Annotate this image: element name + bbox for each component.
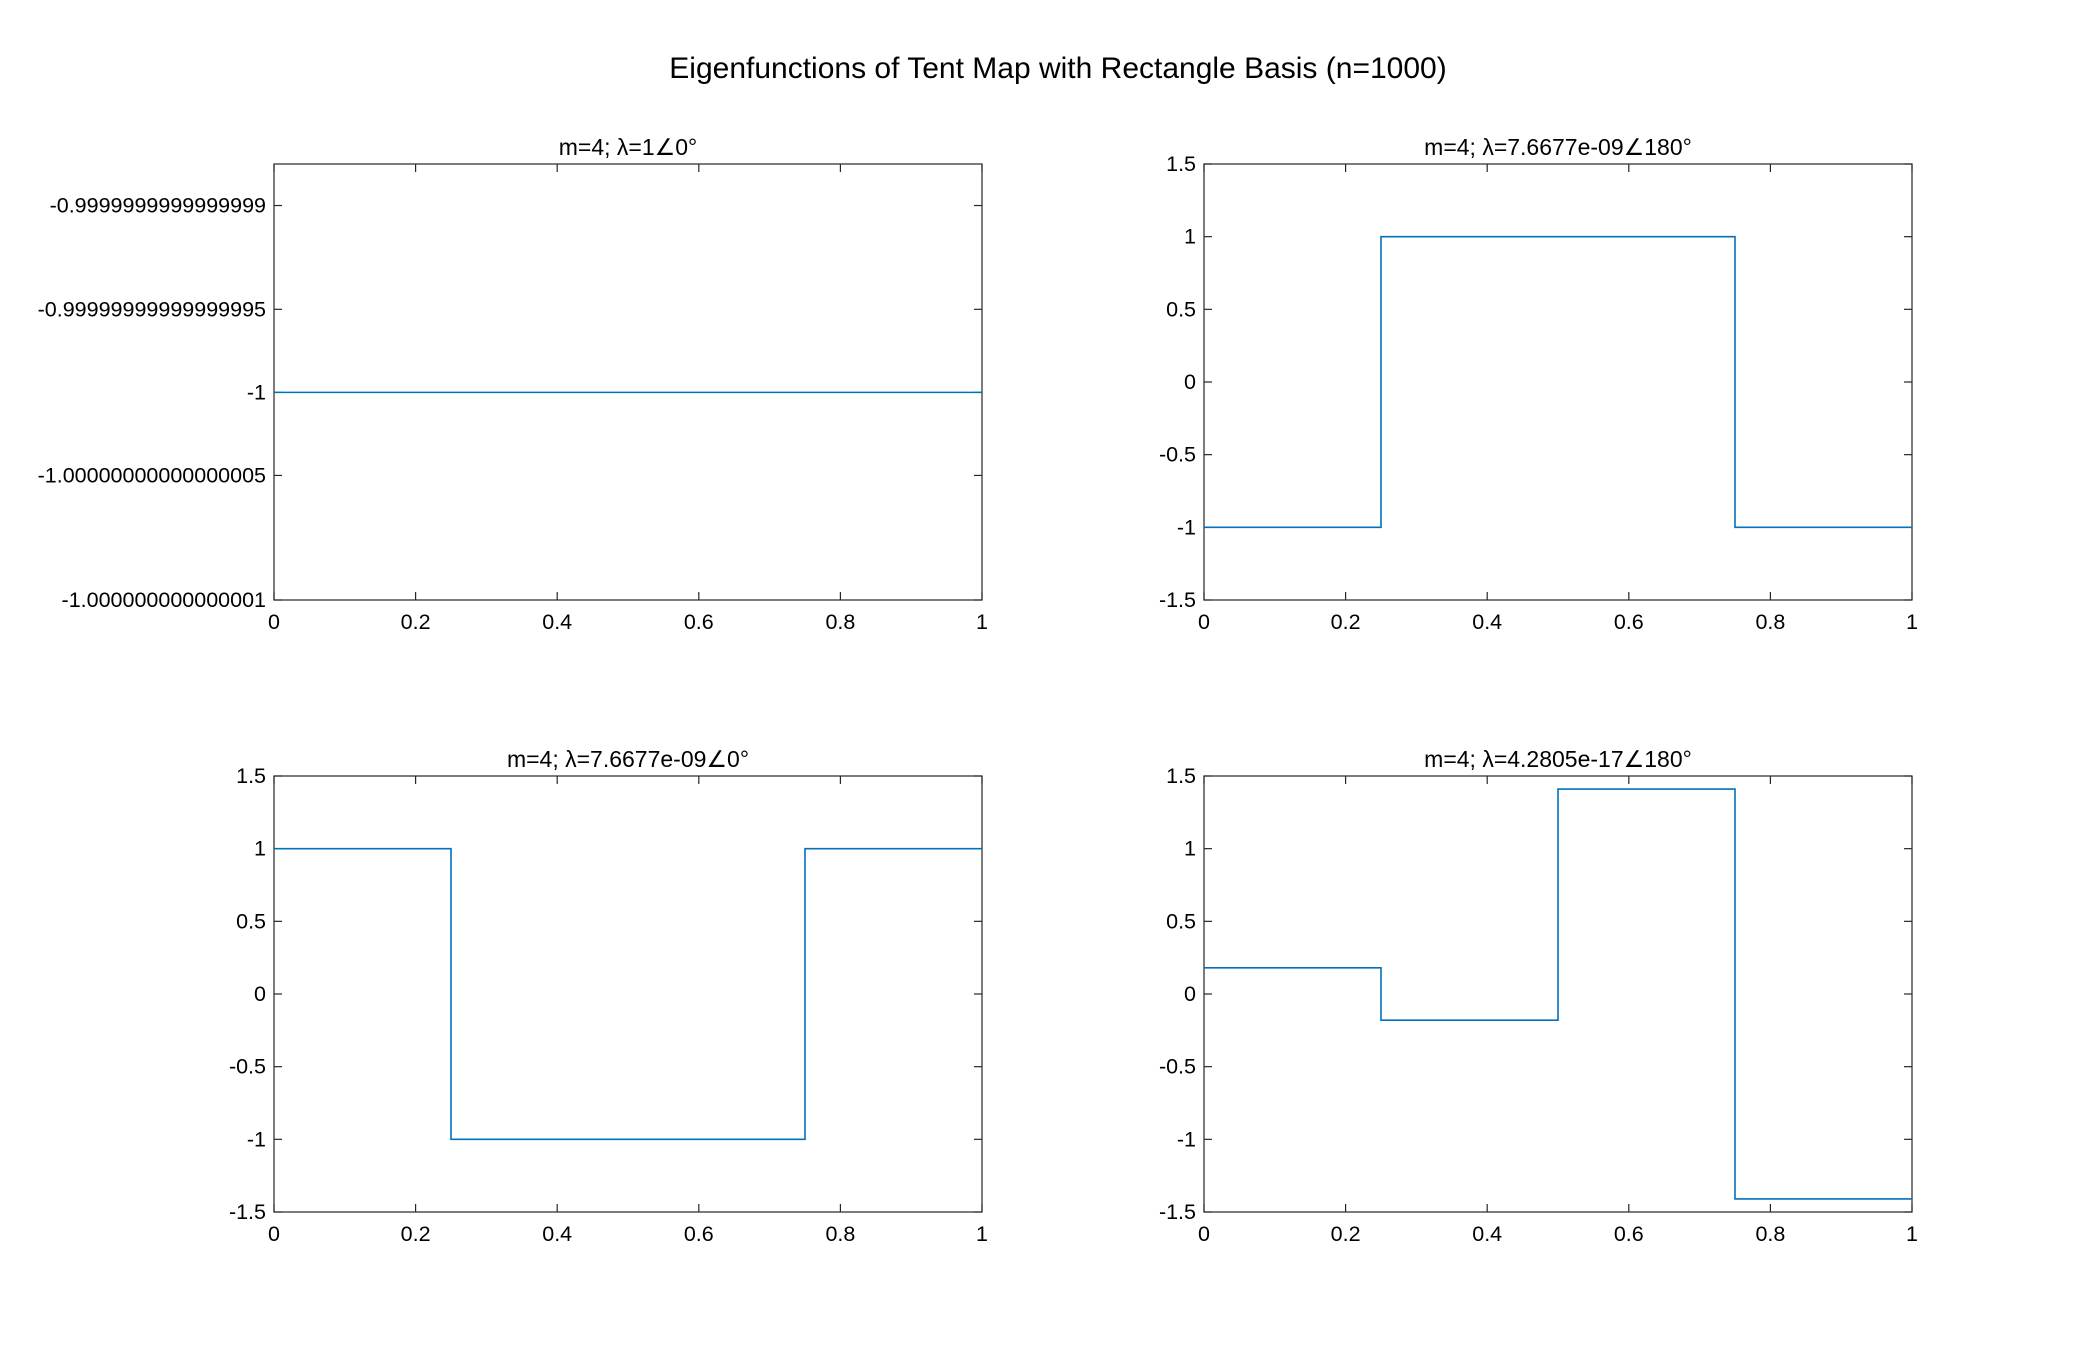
- y-tick-label: -0.5: [229, 1055, 266, 1079]
- x-tick-label: 0.6: [684, 610, 714, 634]
- x-tick-label: 0.8: [825, 1222, 855, 1246]
- x-tick-label: 1: [1906, 610, 1918, 634]
- y-tick-label: 1: [1184, 837, 1196, 861]
- y-tick-label: 1: [254, 837, 266, 861]
- x-tick-label: 0.4: [1472, 610, 1502, 634]
- x-tick-label: 0.4: [1472, 1222, 1502, 1246]
- x-tick-label: 0.6: [684, 1222, 714, 1246]
- series-line: [1204, 235, 1912, 529]
- x-tick-label: 0: [268, 610, 280, 634]
- series-line: [274, 847, 982, 1141]
- y-tick-label: 1: [1184, 225, 1196, 249]
- x-tick-label: 0.2: [1331, 610, 1361, 634]
- y-tick-label: -0.9999999999999999: [50, 194, 266, 218]
- series-line: [1204, 788, 1912, 1200]
- y-tick-label: 0.5: [1166, 297, 1196, 321]
- x-tick-label: 0.4: [542, 1222, 572, 1246]
- y-tick-label: 1.5: [1166, 152, 1196, 176]
- y-tick-label: 0: [1184, 370, 1196, 394]
- x-tick-label: 1: [1906, 1222, 1918, 1246]
- y-tick-label: -1: [1177, 1127, 1196, 1151]
- subplot-title: m=4; λ=4.2805e-17∠180°: [1424, 746, 1692, 772]
- axes-box: [273, 163, 983, 601]
- x-tick-label: 0.8: [1755, 610, 1785, 634]
- x-tick-label: 0.4: [542, 610, 572, 634]
- x-tick-label: 0: [268, 1222, 280, 1246]
- y-tick-label: -0.5: [1159, 443, 1196, 467]
- x-tick-label: 0: [1198, 1222, 1210, 1246]
- y-tick-label: -1: [247, 380, 266, 404]
- y-tick-label: -1.00000000000000005: [38, 463, 266, 487]
- subplot-title: m=4; λ=1∠0°: [559, 134, 698, 160]
- y-tick-label: -1: [1177, 515, 1196, 539]
- subplot-title: m=4; λ=7.6677e-09∠180°: [1424, 134, 1692, 160]
- y-tick-label: 0: [254, 982, 266, 1006]
- subplot-2: m=4; λ=7.6677e-09∠180° 0 0.2 0.4 0.6 0.8 1 -1.5…: [1159, 134, 1918, 634]
- y-tick-label: 0.5: [1166, 909, 1196, 933]
- y-tick-label: -0.99999999999999995: [38, 297, 266, 321]
- subplot-title: m=4; λ=7.6677e-09∠0°: [507, 746, 749, 772]
- y-tick-label: -1.5: [1159, 588, 1196, 612]
- y-tick-label: 1.5: [1166, 764, 1196, 788]
- x-tick-label: 0: [1198, 610, 1210, 634]
- x-tick-label: 0.2: [1331, 1222, 1361, 1246]
- x-tick-label: 0.8: [1755, 1222, 1785, 1246]
- x-tick-label: 0.2: [401, 1222, 431, 1246]
- x-tick-label: 1: [976, 1222, 988, 1246]
- x-tick-label: 0.2: [401, 610, 431, 634]
- axes-box: [1203, 163, 1913, 601]
- x-tick-label: 0.6: [1614, 610, 1644, 634]
- y-tick-label: -1.000000000000001: [62, 588, 266, 612]
- axes-box: [273, 775, 983, 1213]
- x-tick-label: 0.6: [1614, 1222, 1644, 1246]
- y-tick-label: 0.5: [236, 909, 266, 933]
- x-tick-label: 0.8: [825, 610, 855, 634]
- x-tick-label: 1: [976, 610, 988, 634]
- subplot-4: m=4; λ=4.2805e-17∠180° 0 0.2 0.4 0.6 0.8 1 -1.5…: [1159, 746, 1918, 1246]
- y-tick-label: 0: [1184, 982, 1196, 1006]
- y-tick-label: 1.5: [236, 764, 266, 788]
- y-tick-label: -0.5: [1159, 1055, 1196, 1079]
- subplot-3: m=4; λ=7.6677e-09∠0° 0 0.2 0.4 0.6 0.8 1 -1.5 -1…: [229, 746, 988, 1246]
- y-tick-label: -1: [247, 1127, 266, 1151]
- figure-title: Eigenfunctions of Tent Map with Rectangl…: [669, 52, 1446, 85]
- subplot-1: m=4; λ=1∠0° 0 0.2 0.4 0.6 0.8 1 -1.000000000000…: [38, 134, 988, 634]
- y-tick-label: -1.5: [229, 1200, 266, 1224]
- subplots: m=4; λ=1∠0° 0 0.2 0.4 0.6 0.8 1 -1.000000000000…: [38, 134, 1918, 1246]
- y-tick-label: -1.5: [1159, 1200, 1196, 1224]
